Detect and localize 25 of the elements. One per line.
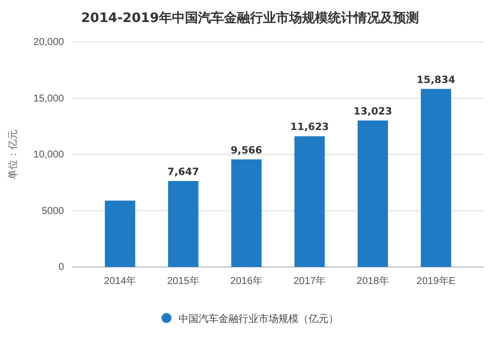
data-label: 9,566 (230, 145, 262, 156)
x-tick-label: 2019年E (416, 275, 456, 288)
x-tick-label: 2017年 (293, 275, 326, 288)
bar (104, 200, 136, 267)
bar (231, 159, 262, 267)
bar (420, 88, 452, 267)
y-tick-label: 0 (58, 262, 64, 274)
data-label: 11,623 (290, 122, 329, 134)
chart-title: 2014-2019年中国汽车金融行业市场规模统计情况及预测 (81, 10, 419, 26)
x-tick-label: 2015年 (167, 275, 200, 288)
x-tick-label: 2014年 (104, 275, 136, 288)
y-axis-title: 单位：亿元 (7, 130, 19, 180)
y-tick-label: 20,000 (33, 37, 64, 48)
y-tick-label: 15,000 (33, 93, 64, 104)
legend-label: 中国汽车金融行业市场规模（亿元） (178, 313, 338, 325)
x-tick-label: 2016年 (230, 275, 263, 288)
bar (294, 136, 325, 267)
y-tick-label: 5000 (42, 206, 64, 217)
data-label: 13,023 (353, 106, 392, 118)
y-tick-label: 10,000 (33, 150, 64, 161)
bar (168, 180, 198, 267)
data-label: 15,834 (416, 74, 456, 86)
data-label: 7,647 (167, 166, 200, 178)
x-tick-label: 2018年 (356, 275, 389, 288)
bar (358, 120, 388, 267)
